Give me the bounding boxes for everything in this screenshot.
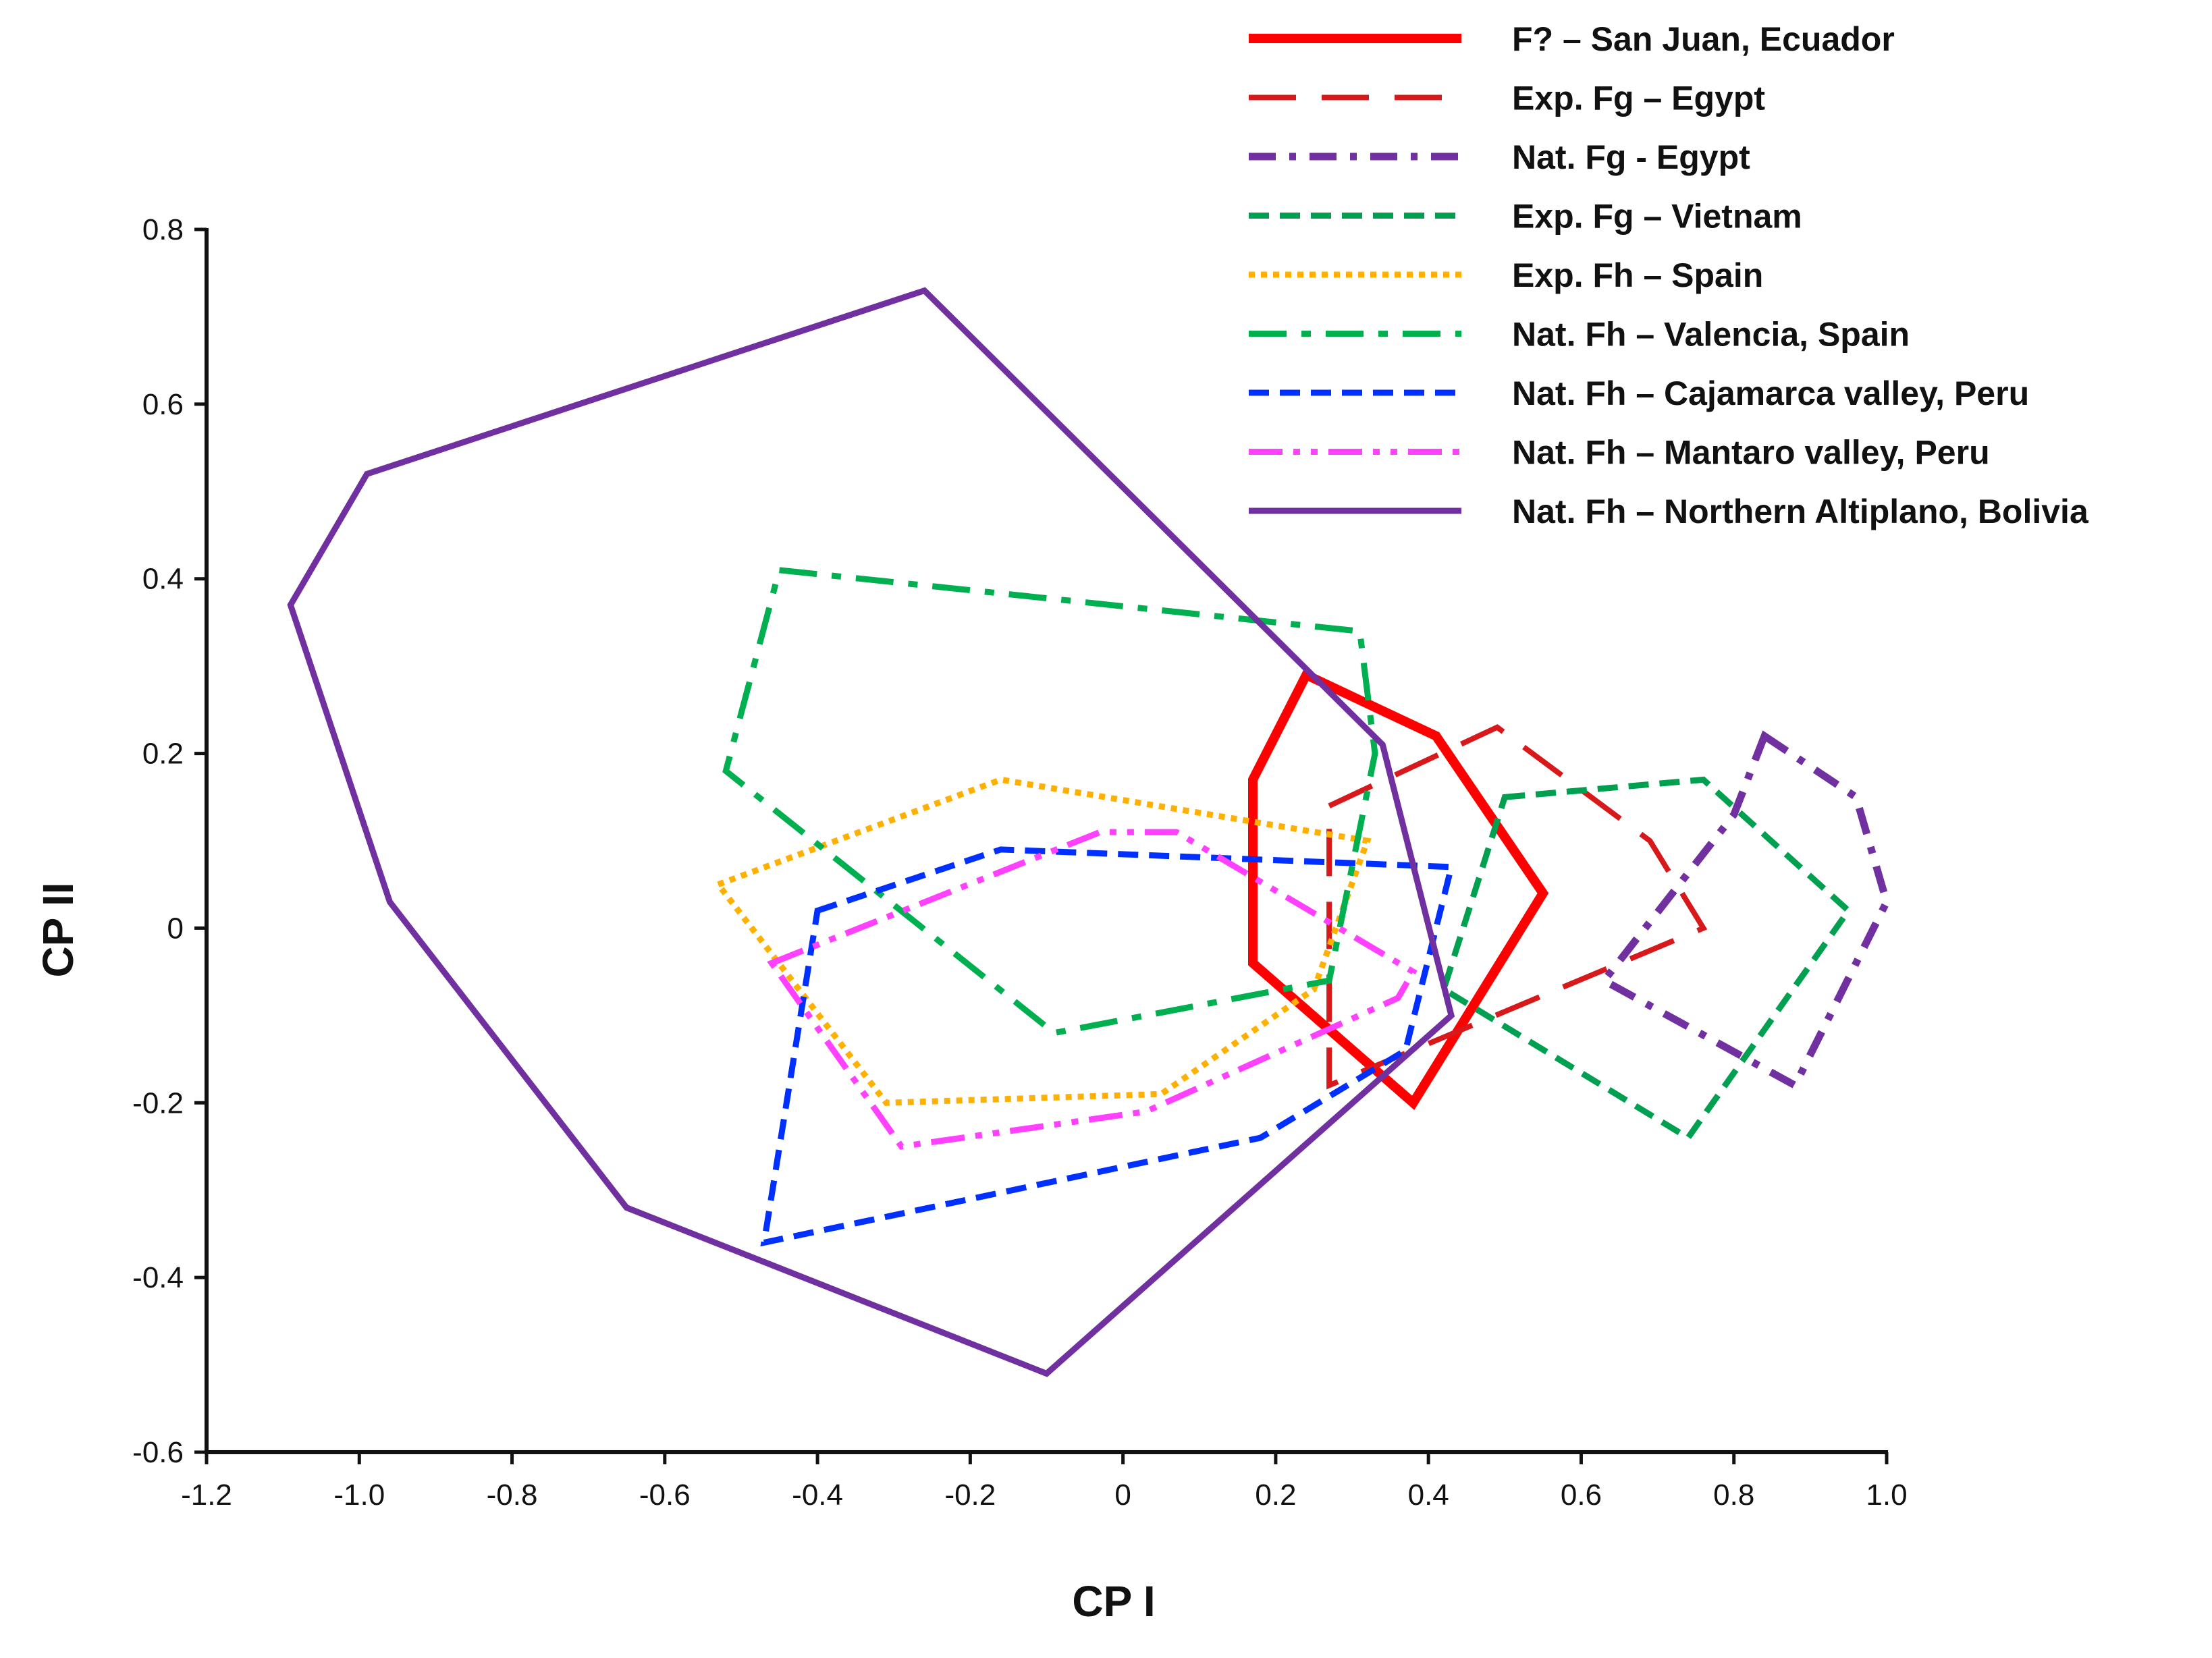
series-polygon-6 xyxy=(722,566,1378,1037)
legend-label: Nat. Fh – Cajamarca valley, Peru xyxy=(1512,375,2029,412)
series-polygon-8 xyxy=(767,829,1418,1150)
axes xyxy=(205,228,1888,1454)
x-tick-label: -0.2 xyxy=(944,1479,996,1512)
x-tick-label: 0.4 xyxy=(1408,1479,1449,1512)
legend-label: Exp. Fh – Spain xyxy=(1512,256,1763,294)
legend-label: Exp. Fg – Egypt xyxy=(1512,80,1765,117)
x-tick-label: -0.6 xyxy=(639,1479,691,1512)
x-tick-label: 0.2 xyxy=(1255,1479,1296,1512)
x-tick-label: 0 xyxy=(1114,1479,1131,1512)
y-tick-label: 0.8 xyxy=(142,213,184,246)
series-polygon-7 xyxy=(760,846,1455,1247)
legend: F? – San Juan, Ecuador Exp. Fg – Egypt Nat… xyxy=(1249,20,2089,530)
x-tick-label: -1.2 xyxy=(181,1479,232,1512)
series-polygon-2 xyxy=(1326,724,1708,1090)
y-tick-label: -0.2 xyxy=(132,1086,184,1120)
x-tick-label: -0.4 xyxy=(792,1479,843,1512)
legend-label: Exp. Fg – Vietnam xyxy=(1512,198,1802,236)
y-axis-title: CP II xyxy=(34,882,82,977)
y-tick-label: 0.2 xyxy=(142,738,184,771)
y-tick-label: 0 xyxy=(167,912,184,945)
series-polygon-1 xyxy=(1248,668,1549,1110)
y-axis-ticks: 0.8 0.6 0.4 0.2 0 -0.2 -0.4 -0.6 xyxy=(132,213,207,1469)
y-tick-label: -0.6 xyxy=(132,1436,184,1469)
series-polygon-4 xyxy=(1440,776,1853,1142)
x-tick-label: -0.8 xyxy=(487,1479,538,1512)
series-polygon-3 xyxy=(1598,730,1891,1090)
x-axis-ticks: -1.2 -1.0 -0.8 -0.6 -0.4 -0.2 0 0.2 0.4 0.6 0.8 1.0 xyxy=(181,1452,1908,1512)
legend-label: Nat. Fh – Valencia, Spain xyxy=(1512,316,1910,354)
legend-label: Nat. Fh – Mantaro valley, Peru xyxy=(1512,434,1990,472)
x-tick-label: 1.0 xyxy=(1866,1479,1907,1512)
legend-label: Nat. Fh – Northern Altiplano, Bolivia xyxy=(1512,493,2089,530)
x-tick-label: -1.0 xyxy=(333,1479,385,1512)
legend-label: F? – San Juan, Ecuador xyxy=(1512,20,1895,58)
series-polygon-5 xyxy=(713,776,1372,1106)
x-axis-title: CP I xyxy=(1072,1577,1155,1626)
y-tick-label: 0.6 xyxy=(142,388,184,421)
plot-area xyxy=(287,287,1891,1377)
legend-label: Nat. Fg - Egypt xyxy=(1512,138,1750,176)
y-tick-label: 0.4 xyxy=(142,563,184,596)
series-polygon-9 xyxy=(287,287,1455,1377)
y-tick-label: -0.4 xyxy=(132,1261,184,1294)
x-tick-label: 0.6 xyxy=(1561,1479,1602,1512)
x-tick-label: 0.8 xyxy=(1713,1479,1754,1512)
